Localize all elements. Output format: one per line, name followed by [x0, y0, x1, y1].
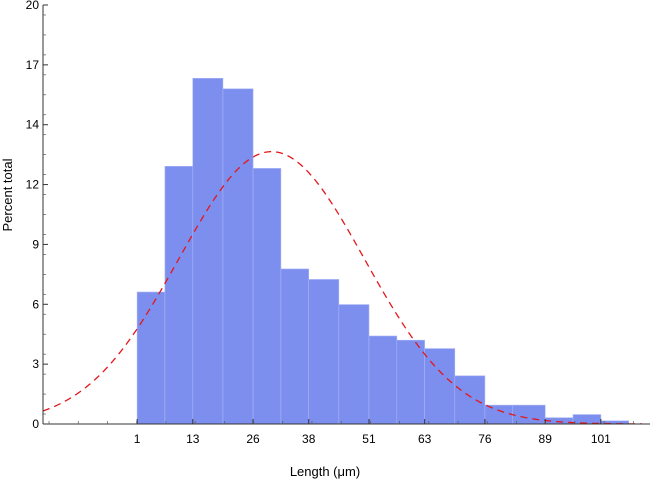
fitted-curve: [42, 150, 643, 425]
y-tick-label: 6: [32, 297, 39, 311]
x-tick-label: 38: [302, 432, 316, 446]
y-tick-label: 17: [26, 58, 40, 72]
y-tick-label: 3: [32, 357, 39, 371]
histogram-bar: [512, 404, 546, 425]
y-tick-label: 14: [26, 118, 40, 132]
x-tick-label: 101: [591, 432, 611, 446]
fit-curve-layer: [42, 150, 643, 425]
histogram-bar: [192, 78, 224, 425]
x-tick-label: 26: [246, 432, 260, 446]
x-tick-label: 13: [186, 432, 200, 446]
histogram-bar: [222, 88, 254, 425]
histogram-bar: [424, 348, 456, 425]
y-axis-label: Percent total: [0, 158, 15, 231]
x-axis-label: Length (μm): [290, 464, 360, 479]
x-tick-label: 63: [418, 432, 432, 446]
histogram-bar: [308, 279, 340, 425]
histogram-bar: [280, 268, 310, 425]
histogram-bar: [454, 375, 486, 425]
x-tick-label: 76: [478, 432, 492, 446]
histogram-bar: [252, 168, 282, 425]
histogram-bar: [484, 404, 514, 425]
axes: 0 3 6 9 12 14 17 20 1 13 26 38 51 63 76 89 101: [26, 0, 650, 446]
histogram-bar: [338, 304, 370, 425]
y-tick-label: 12: [26, 178, 40, 192]
histogram-bar: [368, 335, 398, 425]
y-tick-label: 9: [32, 237, 39, 251]
histogram-bars: [136, 78, 629, 425]
histogram-bar: [396, 339, 425, 425]
x-tick-label: 89: [539, 432, 553, 446]
x-tick-label: 1: [134, 432, 141, 446]
y-tick-label: 20: [26, 0, 40, 12]
x-tick-label: 51: [362, 432, 376, 446]
histogram-bar: [164, 166, 194, 425]
histogram-bar: [136, 291, 166, 425]
y-tick-label: 0: [32, 417, 39, 431]
